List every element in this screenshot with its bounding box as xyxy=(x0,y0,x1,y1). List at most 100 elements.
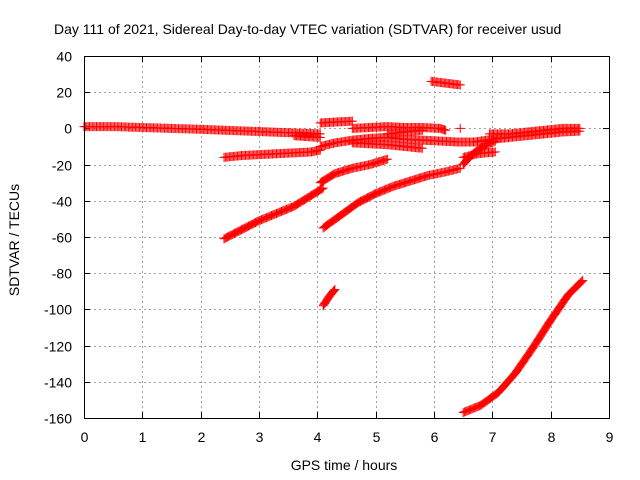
data-point xyxy=(295,198,305,208)
data-point xyxy=(288,202,298,212)
data-point xyxy=(467,404,477,414)
data-point xyxy=(329,286,339,296)
data-point xyxy=(298,195,308,205)
data-point xyxy=(461,407,471,417)
series-trace-3 xyxy=(219,183,328,244)
data-points xyxy=(79,76,588,418)
grid xyxy=(84,56,609,418)
data-point xyxy=(365,192,375,202)
series-trace-18 xyxy=(458,275,588,418)
data-point xyxy=(468,403,478,413)
data-point xyxy=(381,184,391,194)
y-tick-label: 0 xyxy=(64,121,72,137)
series-trace-7 xyxy=(315,154,392,188)
data-point xyxy=(368,190,378,200)
data-point xyxy=(378,185,388,195)
y-tick-labels: -160 -140 -120 -100 -80 -60 -40 -20 0 20 40 xyxy=(44,49,72,427)
data-point xyxy=(473,401,483,411)
data-point xyxy=(384,183,394,193)
data-point xyxy=(376,186,386,196)
data-point xyxy=(577,276,587,286)
data-point xyxy=(472,402,482,412)
data-point xyxy=(463,406,473,416)
x-tick-label: 3 xyxy=(256,429,264,445)
y-tick-label: -80 xyxy=(52,266,72,282)
data-point xyxy=(232,227,242,237)
data-point xyxy=(383,183,393,193)
y-tick-label: -60 xyxy=(52,230,72,246)
data-point xyxy=(372,188,382,198)
data-point xyxy=(305,191,315,201)
data-point xyxy=(459,407,469,417)
y-tick-label: -100 xyxy=(44,302,72,318)
y-tick-label: 20 xyxy=(56,85,72,101)
x-tick-label: 9 xyxy=(606,429,614,445)
x-tick-label: 4 xyxy=(314,429,322,445)
data-point xyxy=(575,123,585,133)
series-trace-2 xyxy=(219,145,325,162)
y-axis-label: SDTVAR / TECUs xyxy=(6,184,22,296)
data-point xyxy=(382,184,392,194)
x-tick-label: 2 xyxy=(198,429,206,445)
data-point xyxy=(312,187,322,197)
data-point xyxy=(358,195,368,205)
x-tick-labels: 0 1 2 3 4 5 6 7 8 9 xyxy=(81,429,614,445)
x-tick-label: 8 xyxy=(548,429,556,445)
data-point xyxy=(458,408,468,418)
data-point xyxy=(455,123,465,133)
data-point xyxy=(480,140,490,150)
data-point xyxy=(316,185,326,195)
y-tick-label: -160 xyxy=(44,411,72,427)
y-tick-label: -120 xyxy=(44,339,72,355)
data-point xyxy=(252,217,262,227)
data-point xyxy=(374,187,384,197)
x-tick-label: 1 xyxy=(139,429,147,445)
data-point xyxy=(471,402,481,412)
data-point xyxy=(466,404,476,414)
series-trace-1 xyxy=(79,122,325,139)
plot-frame xyxy=(84,56,610,419)
series-trace-9 xyxy=(318,284,340,311)
x-tick-label: 0 xyxy=(81,429,89,445)
data-point xyxy=(315,132,325,142)
y-tick-label: 40 xyxy=(56,49,72,65)
data-point xyxy=(354,197,364,207)
data-point xyxy=(387,182,397,192)
series-trace-4 xyxy=(289,131,325,142)
data-point xyxy=(417,125,427,135)
data-point xyxy=(379,185,389,195)
data-point xyxy=(239,224,249,234)
data-point xyxy=(328,287,338,297)
data-point xyxy=(249,218,259,228)
data-point xyxy=(464,405,474,415)
data-point xyxy=(371,189,381,199)
series-trace-17 xyxy=(484,123,585,139)
data-point xyxy=(373,188,383,198)
data-point xyxy=(242,222,252,232)
data-point xyxy=(469,403,479,413)
data-point xyxy=(228,229,238,239)
data-point xyxy=(221,233,231,243)
series-trace-8 xyxy=(318,163,465,233)
data-point xyxy=(489,137,499,147)
data-point xyxy=(455,80,465,90)
data-point xyxy=(246,220,256,230)
data-point xyxy=(235,225,245,235)
data-point xyxy=(318,183,328,193)
data-point xyxy=(309,189,319,199)
data-point xyxy=(578,275,588,285)
data-point xyxy=(377,186,387,196)
data-point xyxy=(441,125,451,135)
data-point xyxy=(302,193,312,203)
data-point xyxy=(225,231,235,241)
data-point xyxy=(462,406,472,416)
data-point xyxy=(386,182,396,192)
data-point xyxy=(576,277,586,287)
y-tick-label: -140 xyxy=(44,375,72,391)
y-tick-label: -20 xyxy=(52,158,72,174)
data-point xyxy=(490,147,500,157)
x-tick-label: 5 xyxy=(373,429,381,445)
series-trace-5 xyxy=(315,116,357,128)
data-point xyxy=(382,154,392,164)
